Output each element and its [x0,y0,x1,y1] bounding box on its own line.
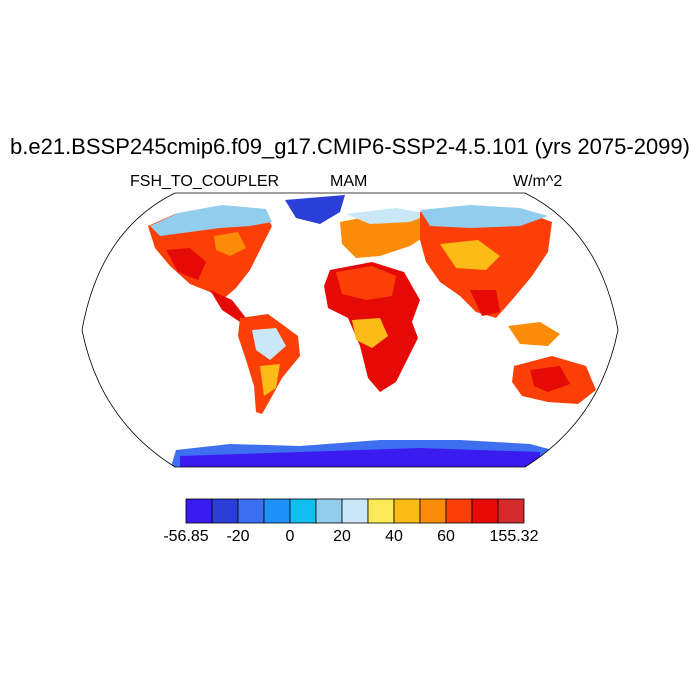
season-label: MAM [330,173,368,190]
greenland [285,195,345,224]
colorbar-swatch [445,498,473,524]
central-america [210,290,246,322]
maritime-continent [508,322,560,346]
colorbar-swatch [497,498,525,524]
colorbar-swatch [367,498,395,524]
colorbar-tick-label: -20 [226,528,250,545]
map-boundary [81,192,619,468]
variable-name: FSH_TO_COUPLER [130,173,280,190]
colorbar-swatch [419,498,447,524]
colorbar-swatch [263,498,291,524]
colorbar-swatch [315,498,343,524]
colorbar-swatch [185,498,213,524]
europe [340,212,432,258]
colorbar-tick-label: 60 [437,528,455,545]
colorbar-tick-label: 155.32 [489,528,539,545]
colorbar-swatch [211,498,239,524]
colorbar-swatch [289,498,317,524]
colorbar-tick-label: 20 [333,528,351,545]
plot-title: b.e21.BSSP245cmip6.f09_g17.CMIP6-SSP2-4.… [10,134,690,159]
colorbar-tick-label: -56.85 [163,528,209,545]
colorbar [185,498,525,524]
colorbar-swatch [237,498,265,524]
colorbar-tick-label: 40 [385,528,403,545]
colorbar-swatch [471,498,499,524]
south-america [238,314,300,414]
colorbar-tick-label: 0 [285,528,295,545]
units-label: W/m^2 [513,173,563,190]
colorbar-swatch [393,498,421,524]
colorbar-swatch [341,498,369,524]
